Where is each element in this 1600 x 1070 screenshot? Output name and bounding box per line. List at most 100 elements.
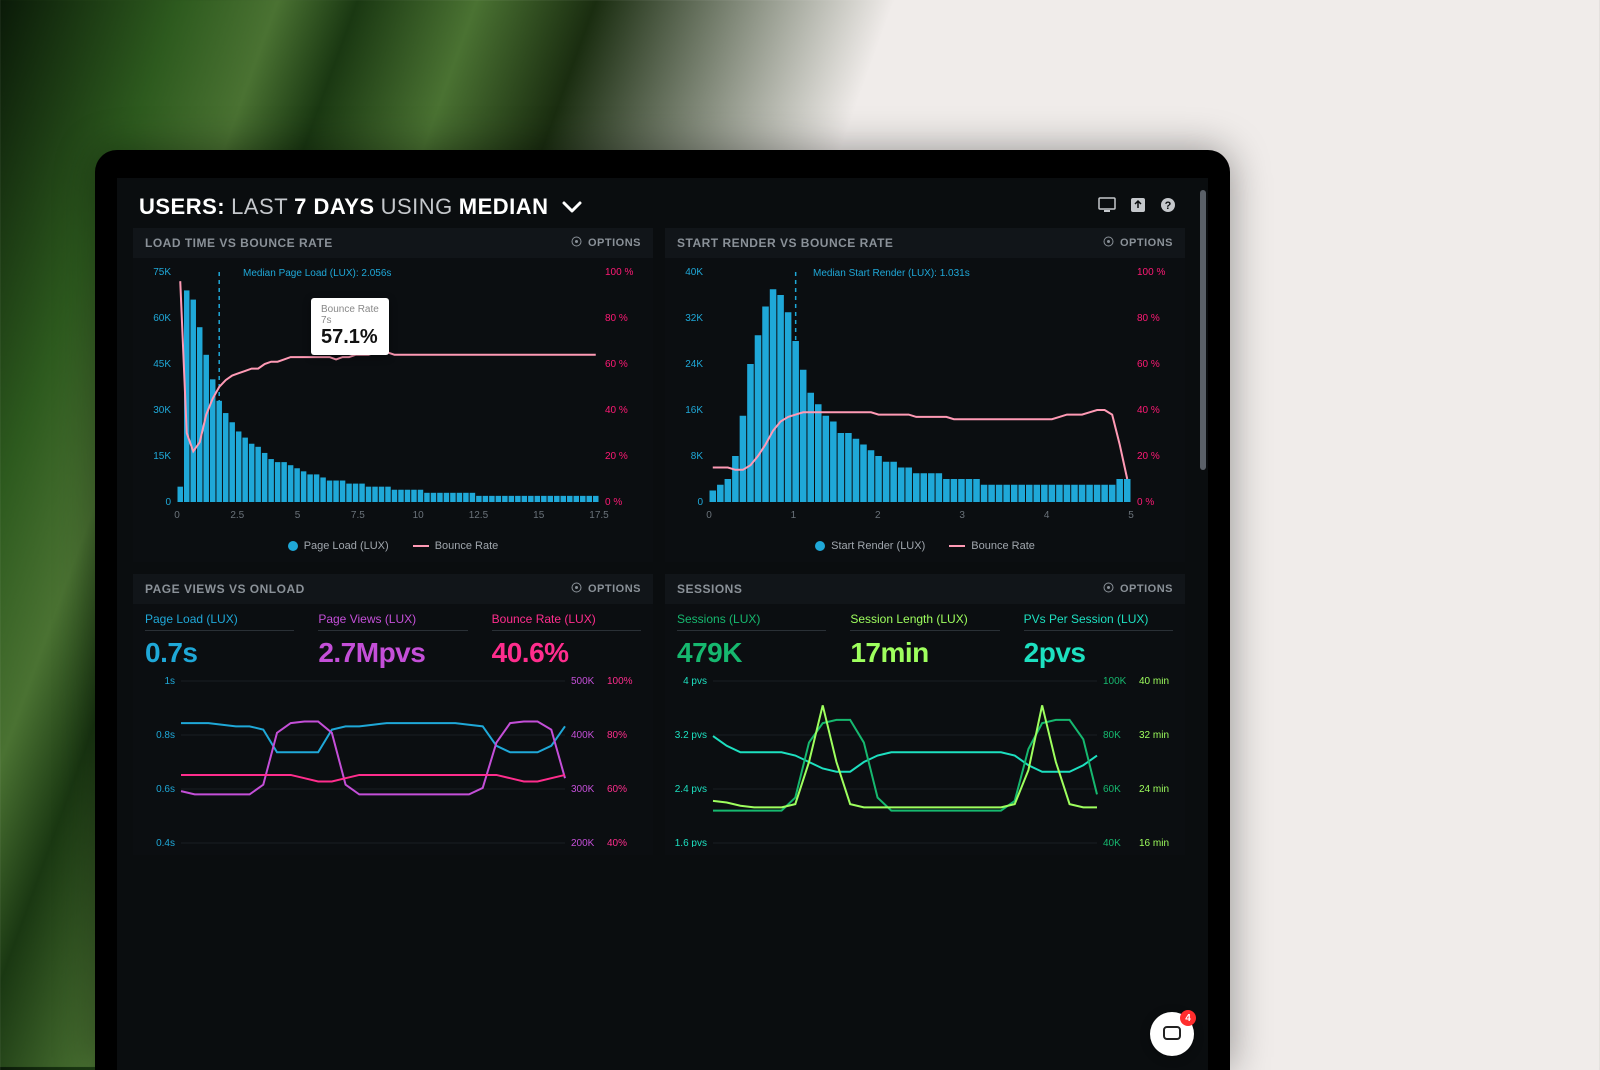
- gear-icon: [571, 236, 582, 250]
- svg-text:16 min: 16 min: [1139, 838, 1169, 847]
- dashboard-header: USERS: LAST 7 DAYS USING MEDIAN ?: [117, 178, 1198, 228]
- share-icon[interactable]: [1130, 197, 1146, 218]
- legend-2: Start Render (LUX) Bounce Rate: [665, 534, 1185, 562]
- svg-text:40K: 40K: [685, 267, 703, 278]
- svg-text:12.5: 12.5: [469, 510, 489, 521]
- svg-text:0 %: 0 %: [605, 497, 622, 508]
- svg-text:?: ?: [1165, 200, 1172, 212]
- svg-text:4 pvs: 4 pvs: [683, 677, 707, 687]
- chat-button[interactable]: 4: [1150, 1012, 1194, 1056]
- svg-text:100 %: 100 %: [1137, 267, 1165, 278]
- svg-text:0: 0: [174, 510, 180, 521]
- svg-text:200K: 200K: [571, 838, 595, 847]
- svg-text:5: 5: [295, 510, 301, 521]
- tooltip-bounce: Bounce Rate 7s 57.1%: [311, 298, 389, 355]
- panel-title: SESSIONS: [677, 582, 742, 596]
- chart-area-3: 1s0.8s0.6s0.4s500K100%400K80%300K60%200K…: [133, 669, 653, 855]
- monitor-icon[interactable]: [1098, 197, 1116, 218]
- metric-sessions: Sessions (LUX) 479K: [677, 612, 826, 669]
- svg-text:2.5: 2.5: [230, 510, 244, 521]
- title-using: USING: [381, 194, 453, 220]
- legend-item-bounce: Bounce Rate: [949, 540, 1035, 552]
- chart-svg-4: 4 pvs 3.2 pvs 2.4 pvs 1.6 pvs 100K 40 min 80K 3…: [671, 677, 1179, 847]
- filter-title[interactable]: USERS: LAST 7 DAYS USING MEDIAN: [139, 194, 583, 220]
- svg-text:32 min: 32 min: [1139, 730, 1169, 741]
- svg-text:8K: 8K: [691, 451, 704, 462]
- chevron-down-icon[interactable]: [561, 196, 583, 218]
- title-7days: 7 DAYS: [294, 194, 374, 220]
- svg-text:10: 10: [413, 510, 425, 521]
- gear-icon: [1103, 236, 1114, 250]
- svg-text:0: 0: [706, 510, 712, 521]
- help-icon[interactable]: ?: [1160, 197, 1176, 218]
- options-button[interactable]: OPTIONS: [571, 236, 641, 250]
- svg-text:0.6s: 0.6s: [156, 784, 175, 795]
- svg-text:1.6 pvs: 1.6 pvs: [675, 838, 707, 847]
- legend-1: Page Load (LUX) Bounce Rate: [133, 534, 653, 562]
- chat-count-badge: 4: [1180, 1010, 1196, 1026]
- svg-text:24 min: 24 min: [1139, 784, 1169, 795]
- svg-text:0: 0: [165, 497, 171, 508]
- svg-text:40 min: 40 min: [1139, 677, 1169, 687]
- svg-text:100K: 100K: [1103, 677, 1127, 687]
- title-median: MEDIAN: [459, 194, 549, 220]
- svg-text:1: 1: [791, 510, 797, 521]
- chart-area-1: 75K60K45K30K15K0100 %80 %60 %40 %20 %0 %…: [133, 258, 653, 534]
- options-button[interactable]: OPTIONS: [571, 582, 641, 596]
- svg-text:60K: 60K: [1103, 784, 1121, 795]
- svg-text:7.5: 7.5: [351, 510, 365, 521]
- svg-text:20 %: 20 %: [605, 451, 628, 462]
- svg-text:80%: 80%: [607, 730, 627, 741]
- svg-text:100 %: 100 %: [605, 267, 633, 278]
- options-button[interactable]: OPTIONS: [1103, 582, 1173, 596]
- options-button[interactable]: OPTIONS: [1103, 236, 1173, 250]
- panel-pageviews-onload: PAGE VIEWS VS ONLOAD OPTIONS Page Load (…: [133, 574, 653, 855]
- svg-text:20 %: 20 %: [1137, 451, 1160, 462]
- svg-text:3: 3: [959, 510, 965, 521]
- svg-text:2: 2: [875, 510, 881, 521]
- legend-item-startrender: Start Render (LUX): [815, 540, 925, 552]
- metric-session-length: Session Length (LUX) 17min: [850, 612, 999, 669]
- title-last: LAST: [231, 194, 288, 220]
- svg-text:60 %: 60 %: [605, 359, 628, 370]
- svg-text:80 %: 80 %: [605, 313, 628, 324]
- panel-title: LOAD TIME VS BOUNCE RATE: [145, 236, 333, 250]
- panel-sessions: SESSIONS OPTIONS Sessions (LUX) 479K Ses…: [665, 574, 1185, 855]
- panel-start-render: START RENDER VS BOUNCE RATE OPTIONS 40K 3…: [665, 228, 1185, 562]
- svg-text:80 %: 80 %: [1137, 313, 1160, 324]
- laptop-frame: USERS: LAST 7 DAYS USING MEDIAN ? LOAD T…: [95, 150, 1230, 1070]
- gear-icon: [1103, 582, 1114, 596]
- svg-text:60 %: 60 %: [1137, 359, 1160, 370]
- svg-text:500K: 500K: [571, 677, 595, 687]
- svg-text:60K: 60K: [153, 313, 171, 324]
- panel-title: START RENDER VS BOUNCE RATE: [677, 236, 893, 250]
- svg-text:16K: 16K: [685, 405, 703, 416]
- svg-text:24K: 24K: [685, 359, 703, 370]
- svg-text:0: 0: [697, 497, 703, 508]
- svg-text:45K: 45K: [153, 359, 171, 370]
- svg-text:2.4 pvs: 2.4 pvs: [675, 784, 707, 795]
- metrics-row-3: Page Load (LUX) 0.7s Page Views (LUX) 2.…: [133, 604, 653, 669]
- svg-text:80K: 80K: [1103, 730, 1121, 741]
- panel-title: PAGE VIEWS VS ONLOAD: [145, 582, 305, 596]
- metric-pageload: Page Load (LUX) 0.7s: [145, 612, 294, 669]
- svg-text:4: 4: [1044, 510, 1050, 521]
- median-label-1: Median Page Load (LUX): 2.056s: [243, 268, 391, 279]
- panel-grid: LOAD TIME VS BOUNCE RATE OPTIONS 75K60K4…: [117, 228, 1198, 855]
- svg-text:32K: 32K: [685, 313, 703, 324]
- svg-text:0 %: 0 %: [1137, 497, 1154, 508]
- svg-text:3.2 pvs: 3.2 pvs: [675, 730, 707, 741]
- header-icons: ?: [1098, 197, 1176, 218]
- svg-text:40 %: 40 %: [1137, 405, 1160, 416]
- svg-text:40K: 40K: [1103, 838, 1121, 847]
- svg-text:60%: 60%: [607, 784, 627, 795]
- svg-text:30K: 30K: [153, 405, 171, 416]
- svg-text:300K: 300K: [571, 784, 595, 795]
- svg-text:75K: 75K: [153, 267, 171, 278]
- scrollbar[interactable]: [1200, 190, 1206, 470]
- metrics-row-4: Sessions (LUX) 479K Session Length (LUX)…: [665, 604, 1185, 669]
- legend-item-pageload: Page Load (LUX): [288, 540, 389, 552]
- svg-text:5: 5: [1128, 510, 1134, 521]
- svg-text:400K: 400K: [571, 730, 595, 741]
- svg-text:0.4s: 0.4s: [156, 838, 175, 847]
